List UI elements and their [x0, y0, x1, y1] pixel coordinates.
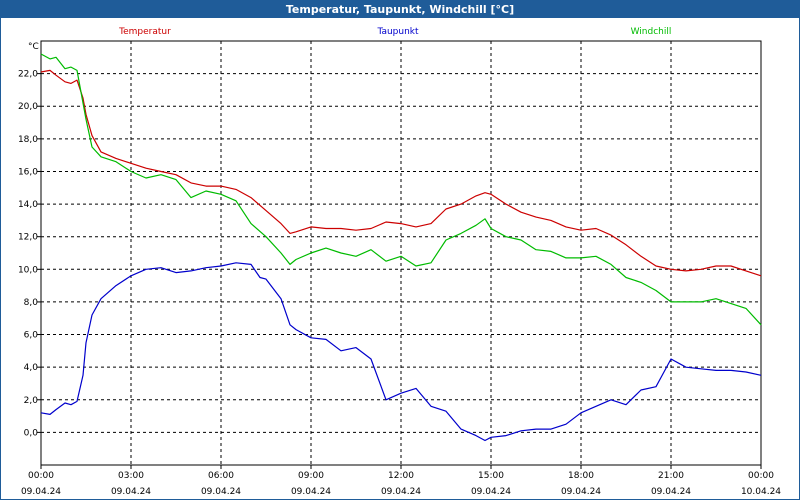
window-title: Temperatur, Taupunkt, Windchill [°C] [1, 1, 799, 18]
x-tick-time-label: 18:00 [568, 471, 594, 481]
x-tick-time-label: 21:00 [658, 471, 684, 481]
x-tick-date-label: 09.04.24 [381, 487, 421, 497]
legend-entry-taupunkt: Taupunkt [376, 27, 419, 37]
series-line-windchill [40, 53, 762, 326]
y-tick-label: 18,0 [18, 135, 38, 145]
y-tick-label: 14,0 [18, 200, 38, 210]
x-tick-time-label: 15:00 [478, 471, 504, 481]
x-tick-date-label: 09.04.24 [471, 487, 511, 497]
y-tick-label: 22,0 [18, 70, 38, 80]
x-tick-time-label: 09:00 [298, 471, 324, 481]
series-line-taupunkt [40, 262, 762, 442]
x-tick-date-label: 09.04.24 [291, 487, 331, 497]
y-tick-label: 6,0 [24, 331, 39, 341]
x-tick-date-label: 09.04.24 [201, 487, 241, 497]
x-tick-time-label: 00:00 [748, 471, 774, 481]
x-tick-time-label: 12:00 [388, 471, 414, 481]
x-tick-date-label: 10.04.24 [741, 487, 781, 497]
y-tick-label: 12,0 [18, 233, 38, 243]
x-tick-date-label: 09.04.24 [21, 487, 61, 497]
y-tick-label: 4,0 [24, 363, 39, 373]
x-tick-date-label: 09.04.24 [111, 487, 151, 497]
x-tick-date-label: 09.04.24 [561, 487, 601, 497]
y-tick-label: 10,0 [18, 265, 38, 275]
x-tick-date-label: 09.04.24 [651, 487, 691, 497]
legend-entry-temperatur: Temperatur [118, 27, 171, 37]
x-tick-time-label: 06:00 [208, 471, 234, 481]
y-axis-label: °C [28, 42, 39, 52]
x-tick-time-label: 03:00 [118, 471, 144, 481]
series-line-temperatur [40, 69, 762, 277]
y-tick-label: 2,0 [24, 396, 39, 406]
y-tick-label: 16,0 [18, 167, 38, 177]
y-tick-label: 20,0 [18, 102, 38, 112]
y-tick-label: 0,0 [24, 428, 39, 438]
x-tick-time-label: 00:00 [28, 471, 54, 481]
legend-entry-windchill: Windchill [631, 27, 672, 37]
y-tick-label: 8,0 [24, 298, 39, 308]
